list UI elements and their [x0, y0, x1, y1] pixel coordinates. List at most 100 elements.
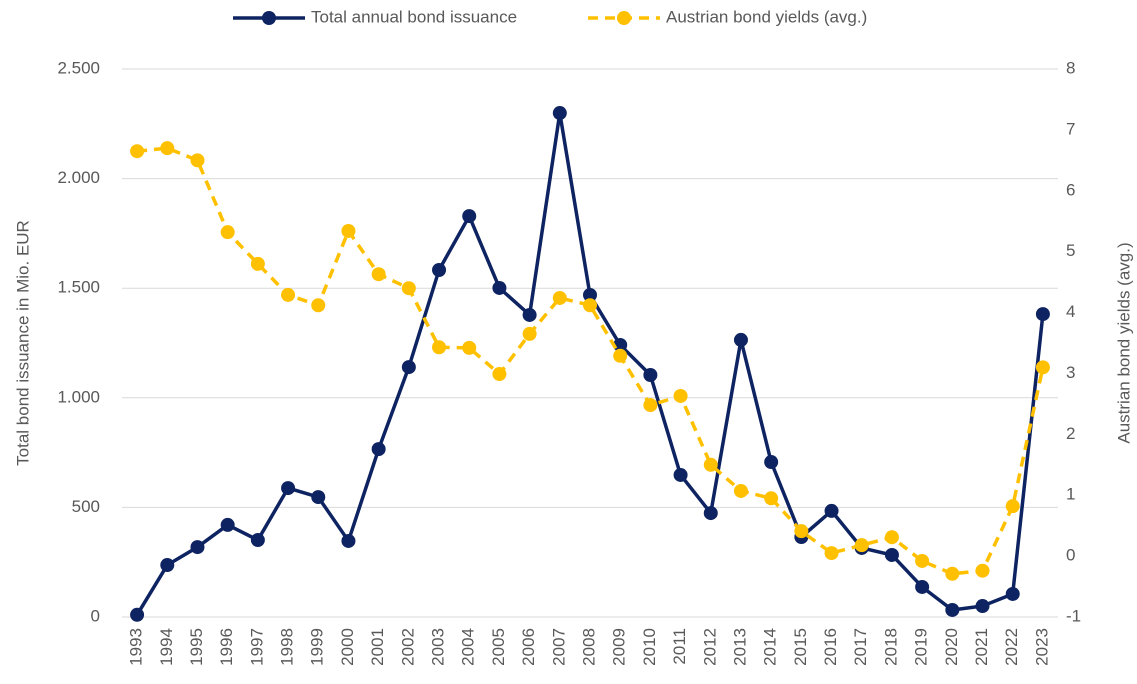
data-point: [1035, 360, 1050, 375]
y2-tick-label: 1: [1066, 485, 1075, 504]
data-point: [764, 491, 779, 506]
data-point: [1035, 307, 1050, 322]
data-point: [673, 467, 688, 482]
legend-marker: [617, 11, 631, 25]
series-line: [135, 111, 1045, 616]
y2-axis-title: Austrian bond yields (avg.): [1114, 242, 1133, 443]
data-point: [583, 298, 597, 313]
x-tick-label: 2018: [881, 628, 900, 666]
series-line: [136, 146, 1045, 576]
y2-tick-label: 4: [1066, 302, 1075, 321]
x-tick-label: 1994: [157, 628, 176, 666]
x-tick-label: 1993: [127, 628, 146, 666]
y-axis-title: Total bond issuance in Mio. EUR: [13, 220, 32, 466]
data-point: [130, 607, 145, 622]
x-tick-label: 2020: [942, 628, 961, 666]
y2-tick-label: -1: [1066, 606, 1081, 625]
x-tick-label: 2001: [368, 628, 387, 666]
y-tick-label: 0: [91, 606, 100, 625]
data-point: [462, 340, 477, 355]
y2-tick-label: 2: [1066, 424, 1075, 443]
data-point: [703, 506, 718, 521]
x-tick-label: 1997: [247, 628, 266, 666]
data-point: [522, 307, 537, 322]
legend-label: Total annual bond issuance: [311, 7, 517, 26]
data-point: [160, 558, 175, 573]
data-point: [401, 360, 416, 375]
data-point: [764, 455, 779, 470]
x-tick-label: 2000: [338, 628, 357, 666]
data-point: [613, 337, 628, 352]
x-tick-label: 2013: [730, 628, 749, 666]
data-point: [552, 290, 567, 305]
data-point: [915, 579, 930, 594]
data-point: [975, 563, 990, 578]
data-point: [643, 368, 658, 383]
data-point: [220, 225, 235, 240]
y-tick-label: 1.000: [57, 387, 100, 406]
x-tick-label: 2022: [1002, 628, 1021, 666]
data-point: [401, 281, 416, 296]
x-tick-label: 2019: [912, 628, 931, 666]
data-point: [492, 367, 507, 382]
data-point: [884, 530, 899, 545]
x-tick-label: 2006: [519, 628, 538, 666]
data-point: [613, 348, 628, 363]
x-tick-label: 2003: [429, 628, 448, 666]
data-point: [975, 599, 990, 614]
x-tick-label: 2014: [761, 628, 780, 666]
data-point: [432, 263, 447, 278]
data-point: [733, 332, 748, 347]
data-point: [341, 223, 356, 238]
y-tick-label: 2.500: [57, 58, 100, 77]
data-point: [884, 547, 899, 562]
data-point: [583, 287, 597, 302]
data-point: [371, 442, 386, 457]
data-point: [1005, 586, 1020, 601]
x-tick-label: 1999: [308, 628, 327, 666]
x-tick-label: 2021: [972, 628, 991, 666]
data-point: [462, 209, 477, 224]
data-point: [281, 287, 296, 302]
x-tick-label: 2004: [459, 628, 478, 666]
data-point: [190, 153, 205, 168]
x-tick-label: 2008: [579, 628, 598, 666]
data-point: [311, 298, 326, 313]
y2-tick-label: 8: [1066, 58, 1075, 77]
x-tick-label: 1996: [217, 628, 236, 666]
data-point: [703, 457, 718, 472]
data-point: [552, 106, 567, 121]
data-point: [130, 144, 145, 159]
data-point: [854, 538, 869, 553]
y-tick-label: 500: [72, 497, 100, 516]
data-point: [522, 326, 537, 341]
x-tick-label: 2005: [489, 628, 508, 666]
data-point: [311, 490, 326, 505]
data-point: [492, 280, 507, 295]
data-point: [673, 388, 688, 403]
x-tick-label: 2011: [670, 628, 689, 665]
y2-tick-label: 7: [1066, 119, 1075, 138]
data-point: [824, 546, 839, 561]
data-point: [945, 566, 960, 581]
y2-tick-label: 0: [1066, 546, 1075, 565]
x-tick-label: 2015: [791, 628, 810, 666]
data-point: [160, 141, 175, 156]
x-tick-label: 2007: [549, 628, 568, 666]
x-tick-label: 1995: [187, 628, 206, 666]
y2-tick-label: 5: [1066, 241, 1075, 260]
x-tick-label: 1998: [278, 628, 297, 666]
x-tick-label: 2009: [610, 628, 629, 666]
data-point: [220, 517, 235, 532]
data-point: [190, 540, 205, 555]
data-point: [432, 340, 447, 355]
data-point: [1005, 499, 1020, 514]
x-tick-label: 2017: [851, 628, 870, 666]
x-tick-label: 2012: [700, 628, 719, 666]
y2-tick-label: 6: [1066, 180, 1075, 199]
x-tick-label: 2023: [1032, 628, 1051, 666]
data-point: [733, 483, 748, 498]
x-tick-label: 2010: [640, 628, 659, 666]
data-point: [794, 524, 809, 539]
